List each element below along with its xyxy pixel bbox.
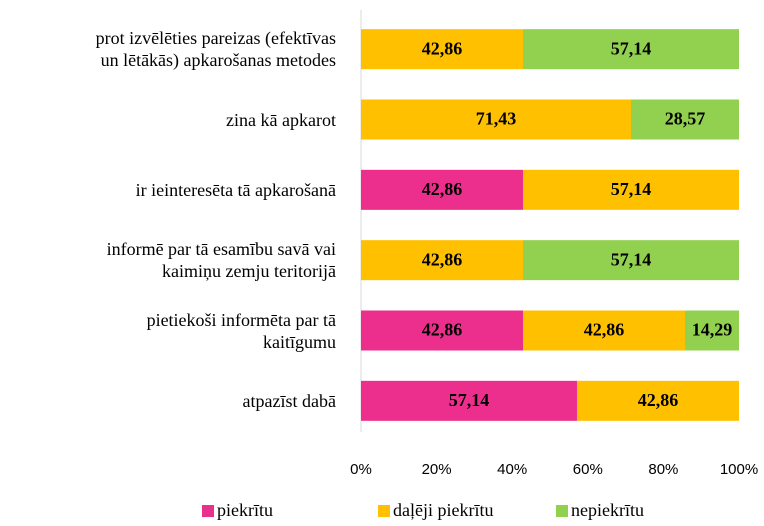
bar-segment bbox=[576, 380, 739, 421]
bar-segment bbox=[361, 29, 524, 70]
value-label: 57,14 bbox=[611, 179, 652, 199]
category-label: informē par tā esamību savā vai kaimiņu … bbox=[106, 239, 336, 282]
legend-label: nepiekrītu bbox=[571, 500, 644, 520]
value-label: 71,43 bbox=[476, 109, 517, 129]
value-label: 42,86 bbox=[422, 320, 463, 340]
value-label: 42,86 bbox=[638, 390, 679, 410]
bar-segment bbox=[523, 240, 739, 281]
value-label: 42,86 bbox=[422, 179, 463, 199]
value-label: 42,86 bbox=[422, 249, 463, 269]
bar-segment bbox=[631, 99, 739, 140]
legend-swatch bbox=[378, 505, 390, 517]
category-label: pietiekoši informēta par tā kaitīgumu bbox=[146, 309, 336, 352]
x-tick-label: 80% bbox=[648, 461, 678, 478]
bar-segment bbox=[361, 169, 524, 210]
value-label: 42,86 bbox=[584, 320, 625, 340]
legend-label: piekrītu bbox=[217, 500, 273, 520]
value-label: 57,14 bbox=[611, 249, 652, 269]
x-tick-label: 0% bbox=[350, 461, 372, 478]
category-label: zina kā apkarot bbox=[226, 109, 336, 130]
value-label: 28,57 bbox=[665, 109, 706, 129]
bar-segment bbox=[361, 99, 632, 140]
legend-swatch bbox=[202, 505, 214, 517]
bar-segment bbox=[523, 310, 686, 351]
legend-swatch bbox=[556, 505, 568, 517]
category-label: ir ieinteresēta tā apkarošanā bbox=[135, 179, 336, 200]
bar-segment bbox=[685, 310, 740, 351]
bar-segment bbox=[523, 169, 739, 210]
category-label: prot izvēlēties pareizas (efektīvas un l… bbox=[95, 28, 336, 71]
value-label: 57,14 bbox=[611, 38, 652, 58]
bar-segment bbox=[523, 29, 739, 70]
bar-segment bbox=[361, 380, 577, 421]
x-tick-label: 40% bbox=[497, 461, 527, 478]
category-label: atpazīst dabā bbox=[242, 390, 336, 411]
x-tick-label: 100% bbox=[720, 461, 758, 478]
value-label: 57,14 bbox=[449, 390, 490, 410]
bar-segment bbox=[361, 310, 524, 351]
value-label: 14,29 bbox=[692, 320, 733, 340]
value-label: 42,86 bbox=[422, 38, 463, 58]
x-tick-label: 20% bbox=[422, 461, 452, 478]
legend-label: daļēji piekrītu bbox=[393, 500, 493, 520]
x-tick-label: 60% bbox=[573, 461, 603, 478]
bar-segment bbox=[361, 240, 524, 281]
